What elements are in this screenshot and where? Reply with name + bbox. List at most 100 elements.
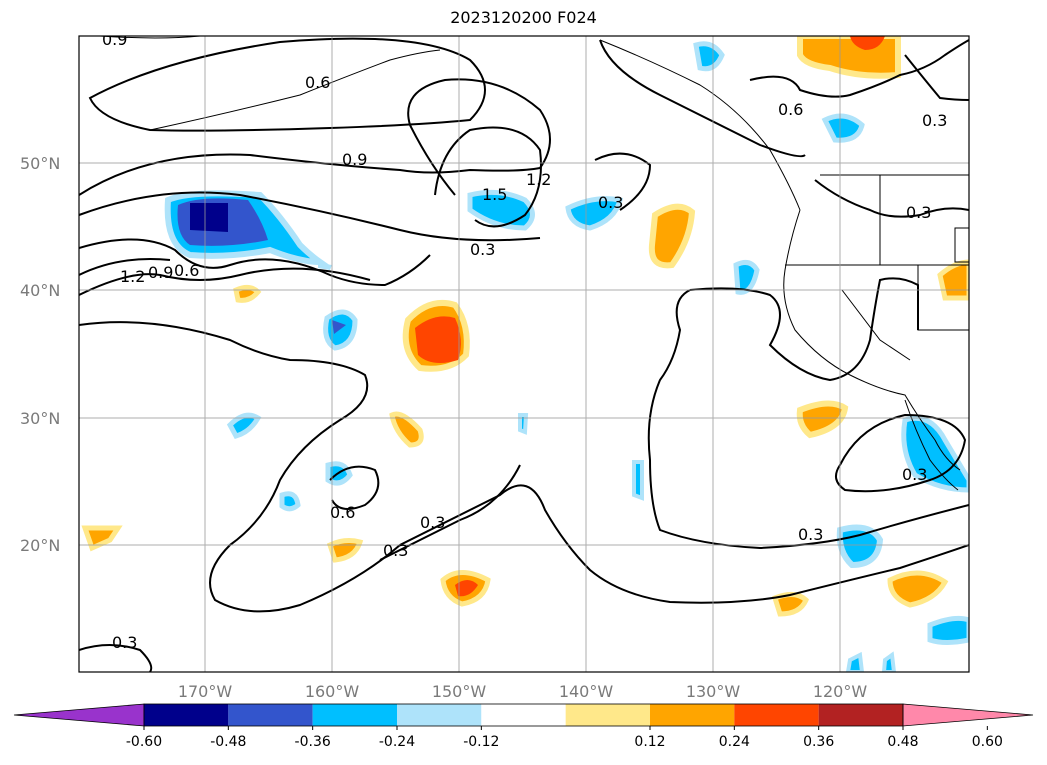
- contour-03-small: [594, 152, 652, 211]
- contour-label: 0.3: [112, 633, 137, 652]
- contour-label: 0.6: [778, 100, 803, 119]
- colorbar-tick-label: 0.48: [887, 734, 918, 750]
- colorbar-tick-label: -0.60: [126, 734, 162, 750]
- colorbar-extend-high: [902, 703, 1034, 727]
- state-border-5: [954, 227, 969, 263]
- colorbar-segment: [565, 704, 650, 726]
- contour-09-west: [79, 258, 171, 276]
- colorbar-extend-low: [13, 703, 145, 727]
- contour-03-gulf: [835, 413, 967, 493]
- colorbar-segment: [734, 704, 819, 726]
- blob-red-ne: [850, 36, 885, 50]
- contour-label: 1.2: [120, 267, 145, 286]
- map-title: 2023120200 F024: [450, 8, 597, 27]
- blob-orange-small-a: [233, 284, 262, 303]
- lon-label: 170°W: [178, 682, 233, 701]
- contour-label: 1.2: [526, 170, 551, 189]
- colorbar-segment: [818, 704, 903, 726]
- contour-06-north: [88, 37, 486, 132]
- graticule: [79, 36, 969, 672]
- colorbar-frame: [143, 703, 904, 727]
- contour-03-main: [79, 321, 969, 613]
- contour-label: 1.5: [482, 185, 507, 204]
- blob-blue-small-e: [518, 413, 529, 435]
- lat-label: 20°N: [20, 536, 60, 555]
- contour-ne-mid: [749, 39, 969, 98]
- lat-label: 40°N: [20, 281, 60, 300]
- contour-label: 0.6: [174, 261, 199, 280]
- blob-orange-se: [887, 570, 949, 608]
- blob-orange-small-b: [389, 411, 424, 448]
- coast-alaska-north: [99, 36, 201, 39]
- colorbar-tick-label: -0.36: [295, 734, 331, 750]
- contour-label-group: 0.9 0.6 0.9 1.5 1.2 0.3 0.3 1.2 0.9 0.6 …: [102, 30, 947, 652]
- contour-label: 0.3: [383, 541, 408, 560]
- contour-06-inland: [814, 179, 969, 218]
- contour-label: 0.3: [420, 513, 445, 532]
- blob-blue-se4: [881, 651, 897, 672]
- contour-label: 0.3: [598, 193, 623, 212]
- contour-label: 0.9: [102, 30, 127, 49]
- contour-label: 0.9: [148, 263, 173, 282]
- colorbar-tick-label: -0.24: [379, 734, 415, 750]
- blob-blue-small-a: [323, 309, 358, 351]
- contour-label: 0.9: [342, 150, 367, 169]
- blob-red-central: [415, 316, 461, 364]
- latitude-labels: 50°N 40°N 30°N 20°N: [20, 154, 60, 555]
- lat-label: 50°N: [20, 154, 60, 173]
- blob-blue-se: [836, 524, 884, 569]
- state-border-4: [841, 289, 911, 361]
- plot-area: [79, 36, 969, 672]
- blob-blue-small-a-core: [332, 320, 346, 334]
- colorbar-segment: [144, 704, 229, 726]
- colorbar-segment: [650, 704, 735, 726]
- contour-label: 0.3: [470, 240, 495, 259]
- filled-anomalies: [81, 36, 969, 672]
- contour-03-sw-corner: [79, 644, 153, 672]
- contour-label: 0.3: [906, 203, 931, 222]
- blob-darkblue: [190, 203, 228, 232]
- contour-03-ne: [904, 54, 969, 101]
- blob-blue-small-d: [279, 491, 301, 512]
- coast-bc: [599, 39, 801, 211]
- contour-03-mid: [379, 464, 521, 561]
- colorbar-segment: [397, 704, 482, 726]
- lon-label: 120°W: [813, 682, 868, 701]
- plot-frame: [78, 35, 970, 673]
- colorbar-tick-label: -0.48: [210, 734, 246, 750]
- blob-blue-north2: [565, 196, 624, 231]
- colorbar-tick-label: 0.60: [972, 734, 1003, 750]
- lon-label: 140°W: [559, 682, 614, 701]
- blob-red-south: [455, 580, 478, 597]
- contour-09: [79, 78, 551, 196]
- coast-aleutians: [149, 49, 441, 131]
- contour-06-small: [329, 465, 380, 510]
- contour-label: 0.3: [902, 465, 927, 484]
- coast-baja: [904, 399, 959, 491]
- lon-label: 150°W: [432, 682, 487, 701]
- contour-label: 0.3: [922, 111, 947, 130]
- blob-orange-east: [648, 203, 696, 269]
- contour-label: 0.6: [305, 73, 330, 92]
- lat-label: 30°N: [20, 409, 60, 428]
- contour-03-north: [79, 191, 541, 242]
- blob-orange-small-c: [81, 525, 123, 552]
- blob-blue-se2: [927, 615, 969, 645]
- contour-12-west: [79, 238, 431, 287]
- blob-blue-coast: [733, 259, 760, 295]
- contour-06-ne: [599, 39, 806, 158]
- blob-blue-se3: [845, 651, 865, 672]
- colorbar-tick-label: 0.12: [634, 734, 665, 750]
- blob-blue-ne-a: [693, 41, 725, 72]
- contour-lines: [79, 37, 969, 672]
- colorbar-tick-label: 0.24: [719, 734, 750, 750]
- contour-label: 0.6: [330, 503, 355, 522]
- blob-small-1: [318, 263, 332, 270]
- lon-label: 160°W: [305, 682, 360, 701]
- colorbar-segment: [312, 704, 397, 726]
- coast-west-us: [783, 209, 961, 471]
- contour-12: [434, 126, 542, 228]
- longitude-labels: 170°W 160°W 150°W 140°W 130°W 120°W: [178, 682, 868, 701]
- colorbar-tick-label: -0.12: [463, 734, 499, 750]
